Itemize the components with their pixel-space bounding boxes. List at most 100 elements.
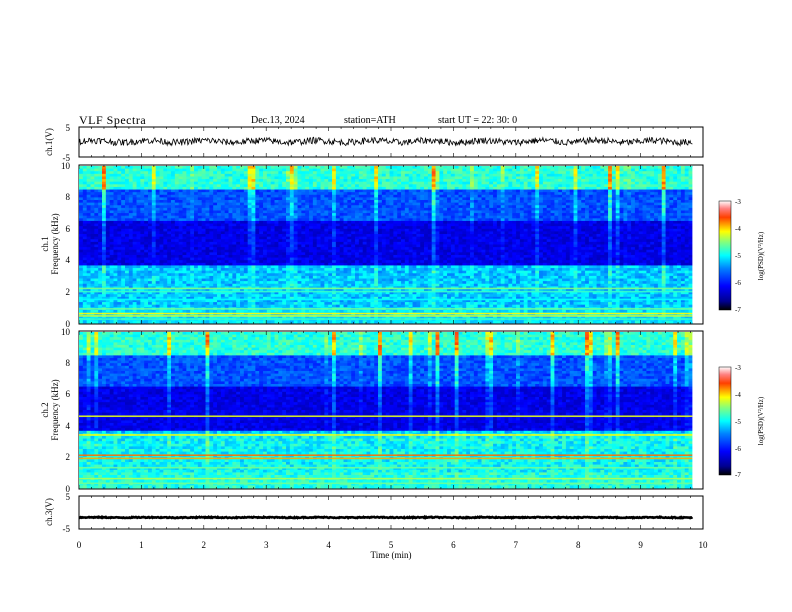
spectrogram-cell [378, 187, 382, 190]
spectrogram-cell [110, 176, 114, 179]
spectrogram-cell [336, 171, 340, 174]
spectrogram-cell [608, 224, 612, 227]
spectrogram-cell [275, 245, 279, 248]
spectrogram-cell [581, 229, 585, 232]
spectrogram-cell [485, 179, 489, 182]
spectrogram-cell [106, 221, 110, 224]
spectrogram-cell [301, 224, 305, 227]
spectrogram-cell [570, 166, 574, 169]
spectrogram-cell [232, 239, 236, 242]
spectrogram-cell [91, 174, 95, 177]
spectrogram-cell [236, 231, 240, 234]
spectrogram-cell [539, 237, 543, 240]
spectrogram-cell [516, 171, 520, 174]
spectrogram-cell [424, 231, 428, 234]
spectrogram-cell [681, 242, 685, 245]
spectrogram-cell [577, 174, 581, 177]
spectrogram-cell [413, 208, 417, 211]
spectrogram-cell [148, 210, 152, 213]
spectrogram-cell [554, 182, 558, 185]
spectrogram-cell [616, 229, 620, 232]
spectrogram-cell [685, 239, 689, 242]
spectrogram-cell [627, 184, 631, 187]
spectrogram-cell [520, 234, 524, 237]
spectrogram-cell [140, 221, 144, 224]
spectrogram-cell [566, 213, 570, 216]
spectrogram-cell [669, 190, 673, 193]
spectrogram-cell [344, 184, 348, 187]
spectrogram-cell [144, 205, 148, 208]
spectrogram-cell [217, 205, 221, 208]
spectrogram-cell [209, 190, 213, 193]
spectrogram-cell [121, 176, 125, 179]
spectrogram-cell [662, 216, 666, 219]
spectrogram-cell [198, 208, 202, 211]
spectrogram-cell [83, 195, 87, 198]
spectrogram-cell [91, 224, 95, 227]
spectrogram-cell [562, 245, 566, 248]
spectrogram-cell [278, 216, 282, 219]
spectrogram-cell [462, 234, 466, 237]
spectrogram-cell [658, 205, 662, 208]
spectrogram-cell [236, 200, 240, 203]
spectrogram-cell [462, 216, 466, 219]
spectrogram-cell [321, 205, 325, 208]
spectrogram-cell [524, 208, 528, 211]
spectrogram-cell [252, 190, 256, 193]
spectrogram-cell [516, 179, 520, 182]
spectrogram-cell [378, 239, 382, 242]
spectrogram-cell [489, 234, 493, 237]
spectrogram-cell [612, 231, 616, 234]
spectrogram-cell [681, 200, 685, 203]
spectrogram-cell [539, 192, 543, 195]
spectrogram-cell [275, 203, 279, 206]
spectrogram-cell [455, 182, 459, 185]
spectrogram-cell [175, 174, 179, 177]
spectrogram-cell [662, 239, 666, 242]
spectrogram-cell [332, 174, 336, 177]
spectrogram-cell [566, 205, 570, 208]
spectrogram-cell [167, 187, 171, 190]
spectrogram-cell [474, 203, 478, 206]
spectrogram-cell [321, 213, 325, 216]
spectrogram-cell [163, 216, 167, 219]
spectrogram-cell [654, 218, 658, 221]
spectrogram-cell [317, 242, 321, 245]
spectrogram-cell [643, 192, 647, 195]
spectrogram-cell [401, 174, 405, 177]
spectrogram-cell [221, 224, 225, 227]
spectrogram-cell [520, 166, 524, 169]
spectrogram-cell [512, 237, 516, 240]
spectrogram-cell [528, 234, 532, 237]
spectrogram-cell [685, 203, 689, 206]
spectrogram-cell [566, 171, 570, 174]
spectrogram-cell [355, 216, 359, 219]
spectrogram-cell [271, 210, 275, 213]
spectrogram-cell [144, 208, 148, 211]
spectrogram-cell [206, 190, 210, 193]
spectrogram-cell [558, 190, 562, 193]
spectrogram-cell [428, 171, 432, 174]
spectrogram-cell [635, 171, 639, 174]
spectrogram-cell [566, 239, 570, 242]
spectrogram-cell [213, 203, 217, 206]
spectrogram-cell [79, 245, 83, 248]
spectrogram-cell [397, 203, 401, 206]
spectrogram-cell [612, 245, 616, 248]
spectrogram-cell [677, 237, 681, 240]
spectrogram-cell [543, 224, 547, 227]
spectrogram-cell [493, 245, 497, 248]
spectrogram-cell [309, 174, 313, 177]
spectrogram-cell [275, 182, 279, 185]
spectrogram-cell [436, 171, 440, 174]
spectrogram-cell [616, 213, 620, 216]
spectrogram-cell [275, 179, 279, 182]
spectrogram-cell [248, 226, 252, 229]
spectrogram-cell [401, 192, 405, 195]
spectrogram-cell [221, 208, 225, 211]
spectrogram-cell [593, 210, 597, 213]
spectrogram-cell [137, 190, 141, 193]
spectrogram-cell [110, 226, 114, 229]
spectrogram-cell [344, 245, 348, 248]
spectrogram-cell [121, 245, 125, 248]
